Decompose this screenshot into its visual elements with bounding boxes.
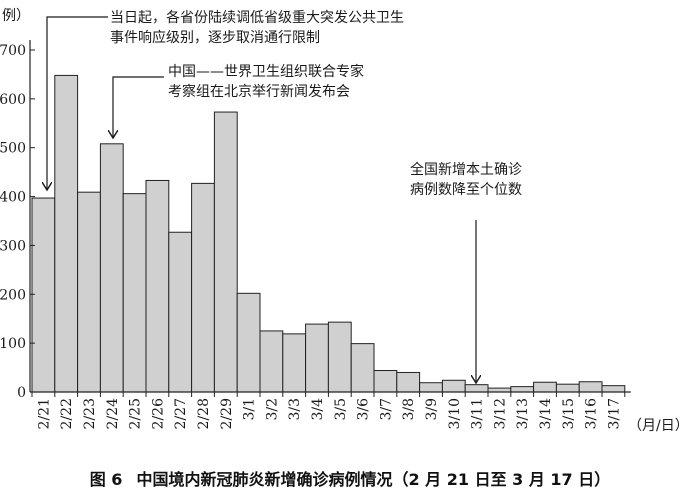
x-tick-label-3/17: 3/17 (606, 398, 622, 429)
bar-3/13 (510, 386, 535, 393)
figure-caption-text: 中国境内新冠肺炎新增确诊病例情况（2 月 21 日至 3 月 17 日） (136, 470, 611, 489)
bar-3/1 (236, 292, 261, 393)
y-tick-label-700: 700 (0, 43, 26, 59)
bar-3/14 (533, 381, 557, 393)
annotation-2-line-1: 中国——世界卫生组织联合专家 (168, 63, 364, 80)
bar-3/6 (350, 343, 375, 393)
y-tick-label-300: 300 (0, 238, 26, 254)
x-tick-label-2/27: 2/27 (173, 398, 189, 429)
bar-3/8 (396, 371, 421, 393)
x-tick-label-2/23: 2/23 (82, 398, 98, 429)
annotation-3-line-1: 全国新增本土确诊 (410, 161, 522, 178)
x-tick-label-3/16: 3/16 (584, 398, 600, 430)
x-tick-label-3/13: 3/13 (515, 398, 531, 429)
y-axis-unit: 例） (2, 8, 30, 24)
figure-caption: 图 6 中国境内新冠肺炎新增确诊病例情况（2 月 21 日至 3 月 17 日） (0, 466, 700, 490)
annotation-2-line-2: 考察组在北京举行新闻发布会 (168, 83, 350, 100)
x-tick-label-2/25: 2/25 (128, 398, 144, 429)
x-tick-label-3/8: 3/8 (401, 398, 417, 421)
bar-2/26 (145, 179, 170, 393)
x-tick-label-2/21: 2/21 (36, 398, 52, 429)
y-tick-label-100: 100 (0, 336, 26, 352)
bar-3/4 (305, 323, 329, 393)
x-tick-label-2/28: 2/28 (196, 398, 212, 429)
bar-3/5 (327, 321, 352, 393)
x-tick-label-3/2: 3/2 (264, 398, 280, 421)
x-tick-label-3/5: 3/5 (333, 398, 349, 421)
y-tick-label-400: 400 (0, 190, 26, 206)
bar-2/28 (191, 182, 215, 393)
x-tick-label-3/12: 3/12 (492, 398, 508, 429)
x-tick-label-2/29: 2/29 (219, 398, 235, 429)
bar-3/15 (555, 383, 580, 393)
bar-3/16 (578, 381, 603, 393)
bar-2/25 (122, 193, 147, 393)
x-tick-label-3/7: 3/7 (378, 398, 394, 421)
bar-3/7 (373, 370, 398, 393)
x-tick-label-3/3: 3/3 (287, 398, 303, 421)
x-tick-label-2/24: 2/24 (105, 398, 121, 430)
x-axis-unit: （月/日） (628, 418, 689, 434)
bar-2/23 (77, 191, 101, 393)
annotation-1-arrow (47, 16, 108, 190)
bar-2/29 (213, 111, 238, 393)
x-tick-label-3/6: 3/6 (356, 398, 372, 421)
y-tick-label-0: 0 (17, 385, 26, 401)
bar-2/22 (54, 74, 79, 393)
bar-3/17 (601, 385, 626, 393)
chart-svg: 0 100 200 300 400 500 600 700 例） 2/21 2/22 2/23 2/24… (0, 8, 689, 434)
bar-3/9 (419, 382, 443, 393)
bar-2/27 (168, 231, 193, 393)
bar-2/24 (99, 143, 124, 393)
bar-2/21 (31, 197, 56, 393)
bar-3/11 (464, 384, 489, 393)
x-tick-label-3/1: 3/1 (242, 398, 258, 421)
y-tick-label-200: 200 (0, 287, 26, 303)
annotation-1-line-2: 事件响应级别，逐步取消通行限制 (110, 29, 320, 46)
annotation-3-line-2: 病例数降至个位数 (410, 182, 522, 198)
bar-3/3 (282, 333, 307, 393)
x-tick-label-3/4: 3/4 (310, 398, 326, 421)
x-tick-label-3/11: 3/11 (470, 398, 486, 429)
x-tick-label-3/15: 3/15 (561, 398, 577, 429)
annotation-1-line-1: 当日起，各省份陆续调低省级重大突发公共卫生 (110, 9, 404, 26)
x-tick-label-2/26: 2/26 (150, 398, 166, 430)
x-tick-label-3/14: 3/14 (538, 398, 554, 430)
x-tick-label-3/10: 3/10 (447, 398, 463, 429)
bar-3/10 (441, 379, 466, 393)
bar-3/2 (259, 330, 284, 393)
x-tick-label-2/22: 2/22 (59, 398, 75, 429)
annotation-2-arrow (113, 76, 164, 138)
figure-number: 图 6 (89, 470, 123, 489)
y-tick-label-500: 500 (0, 141, 26, 157)
x-tick-label-3/9: 3/9 (424, 398, 440, 421)
y-tick-label-600: 600 (0, 92, 26, 108)
